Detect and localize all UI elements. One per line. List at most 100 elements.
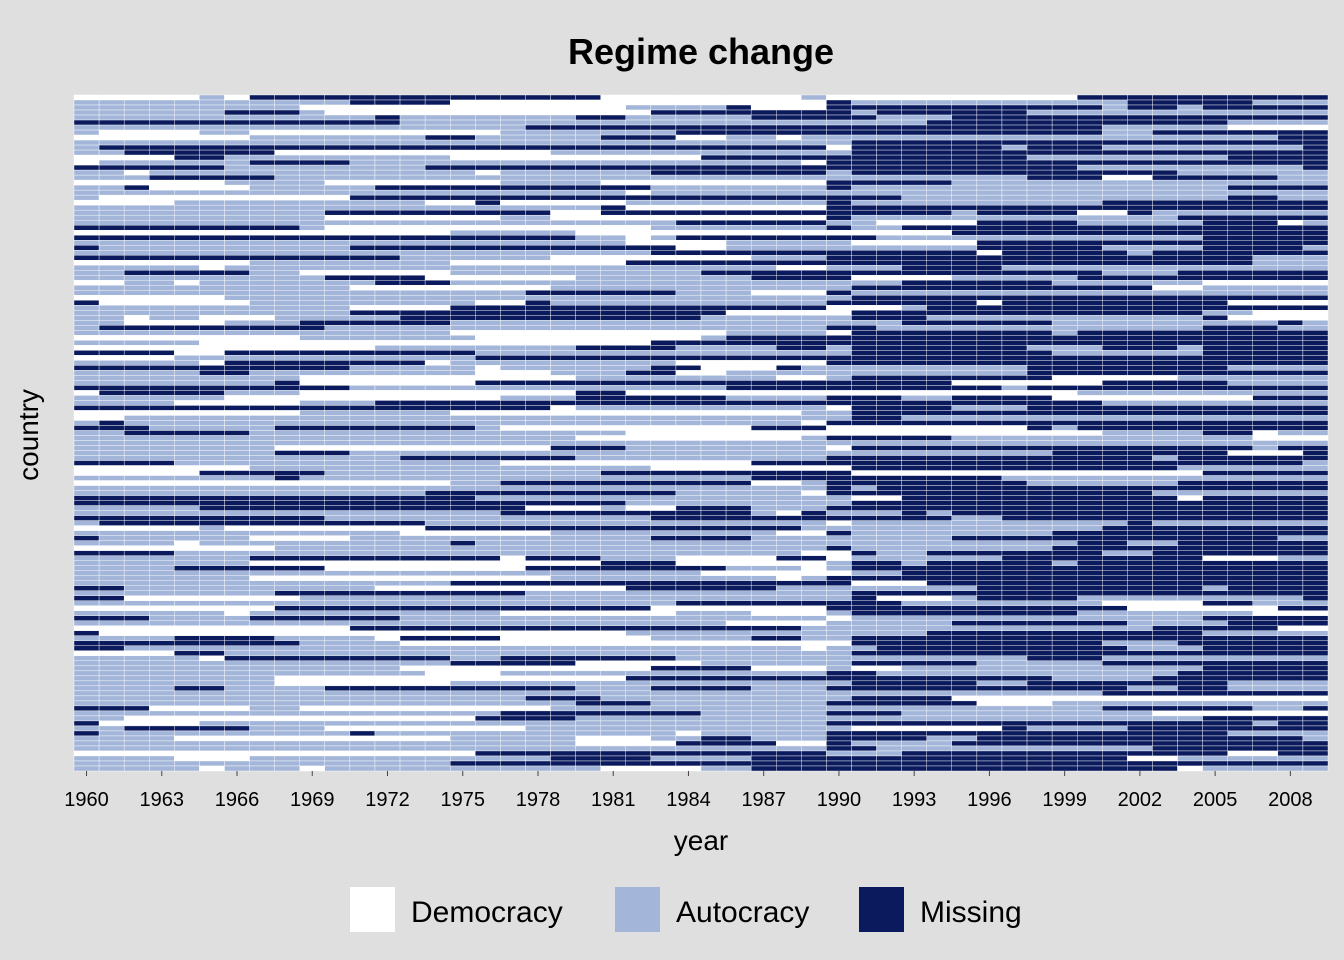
heatmap-cell [725, 420, 752, 426]
country-row [73, 580, 1329, 586]
heatmap-cell [901, 550, 927, 556]
heatmap-cell [951, 255, 978, 261]
heatmap-cell [1227, 345, 1253, 351]
heatmap-cell [349, 245, 376, 251]
heatmap-cell [1302, 375, 1329, 381]
heatmap-cell [224, 370, 250, 376]
heatmap-cell [675, 290, 702, 296]
heatmap-cell [500, 500, 526, 506]
heatmap-cell [600, 129, 626, 136]
heatmap-cell [1252, 495, 1279, 501]
heatmap-cell [1227, 310, 1253, 316]
country-row [73, 124, 1329, 131]
heatmap-cell [575, 545, 601, 551]
heatmap-cell [976, 465, 1003, 471]
heatmap-cell [1252, 159, 1279, 166]
heatmap-cell [550, 515, 576, 521]
heatmap-cell [349, 535, 376, 541]
heatmap-cell [876, 460, 902, 466]
heatmap-cell [424, 114, 451, 121]
heatmap-cell [1277, 500, 1304, 506]
heatmap-cell [1202, 555, 1228, 561]
heatmap-cell [750, 124, 777, 131]
heatmap-cell [73, 320, 100, 326]
heatmap-cell [424, 340, 451, 346]
heatmap-cell [73, 179, 100, 186]
heatmap-cell [700, 325, 727, 331]
heatmap-cell [1026, 300, 1053, 306]
heatmap-cell [299, 380, 326, 386]
heatmap-cell [600, 134, 626, 141]
heatmap-cell [951, 179, 978, 186]
heatmap-cell [1277, 530, 1304, 536]
heatmap-cell [1026, 209, 1053, 216]
heatmap-cell [123, 475, 150, 481]
heatmap-cell [750, 385, 777, 391]
heatmap-cell [1102, 430, 1128, 436]
heatmap-cell [73, 275, 100, 281]
heatmap-cell [123, 355, 150, 361]
heatmap-cell [625, 275, 652, 281]
heatmap-cell [801, 400, 827, 406]
heatmap-cell [750, 555, 777, 561]
heatmap-cell [374, 179, 401, 186]
heatmap-cell [650, 400, 677, 406]
heatmap-cell [274, 415, 300, 421]
heatmap-cell [876, 390, 902, 396]
heatmap-cell [424, 280, 451, 286]
heatmap-cell [1252, 250, 1279, 256]
heatmap-cell [625, 450, 652, 456]
heatmap-cell [575, 430, 601, 436]
heatmap-cell [1026, 350, 1053, 356]
heatmap-cell [675, 169, 702, 176]
heatmap-cell [1026, 194, 1053, 201]
heatmap-cell [475, 395, 501, 401]
heatmap-cell [424, 365, 451, 371]
heatmap-cell [575, 385, 601, 391]
heatmap-cell [149, 184, 175, 191]
heatmap-cell [424, 265, 451, 271]
heatmap-cell [1152, 275, 1178, 281]
heatmap-cell [976, 485, 1003, 491]
heatmap-cell [475, 224, 501, 231]
heatmap-cell [450, 214, 476, 221]
heatmap-cell [625, 535, 652, 541]
heatmap-cell [1001, 119, 1028, 126]
heatmap-cell [1127, 99, 1153, 106]
heatmap-cell [1177, 209, 1203, 216]
heatmap-cell [374, 224, 401, 231]
heatmap-cell [1076, 470, 1103, 476]
heatmap-cell [224, 139, 250, 146]
heatmap-cell [424, 560, 451, 566]
heatmap-cell [1252, 204, 1279, 211]
heatmap-cell [550, 385, 576, 391]
heatmap-cell [801, 470, 827, 476]
heatmap-cell [224, 550, 250, 556]
heatmap-cell [650, 430, 677, 436]
country-row [73, 159, 1329, 166]
heatmap-cell [801, 305, 827, 311]
heatmap-cell [876, 224, 902, 231]
heatmap-cell [725, 405, 752, 411]
heatmap-cell [123, 480, 150, 486]
heatmap-cell [1252, 325, 1279, 331]
heatmap-cell [98, 240, 125, 246]
heatmap-cell [1127, 385, 1153, 391]
heatmap-cell [123, 440, 150, 446]
heatmap-cell [750, 540, 777, 546]
heatmap-cell [700, 154, 727, 161]
heatmap-cell [725, 250, 752, 256]
heatmap-cell [199, 480, 225, 486]
heatmap-cell [1177, 490, 1203, 496]
heatmap-cell [1252, 425, 1279, 431]
heatmap-cell [374, 375, 401, 381]
heatmap-cell [776, 575, 802, 581]
heatmap-cell [926, 500, 952, 506]
heatmap-cell [1127, 330, 1153, 336]
heatmap-cell [725, 570, 752, 576]
heatmap-cell [1177, 149, 1203, 156]
heatmap-cell [1127, 169, 1153, 176]
heatmap-cell [525, 144, 551, 151]
heatmap-cell [550, 300, 576, 306]
heatmap-cell [399, 410, 426, 416]
